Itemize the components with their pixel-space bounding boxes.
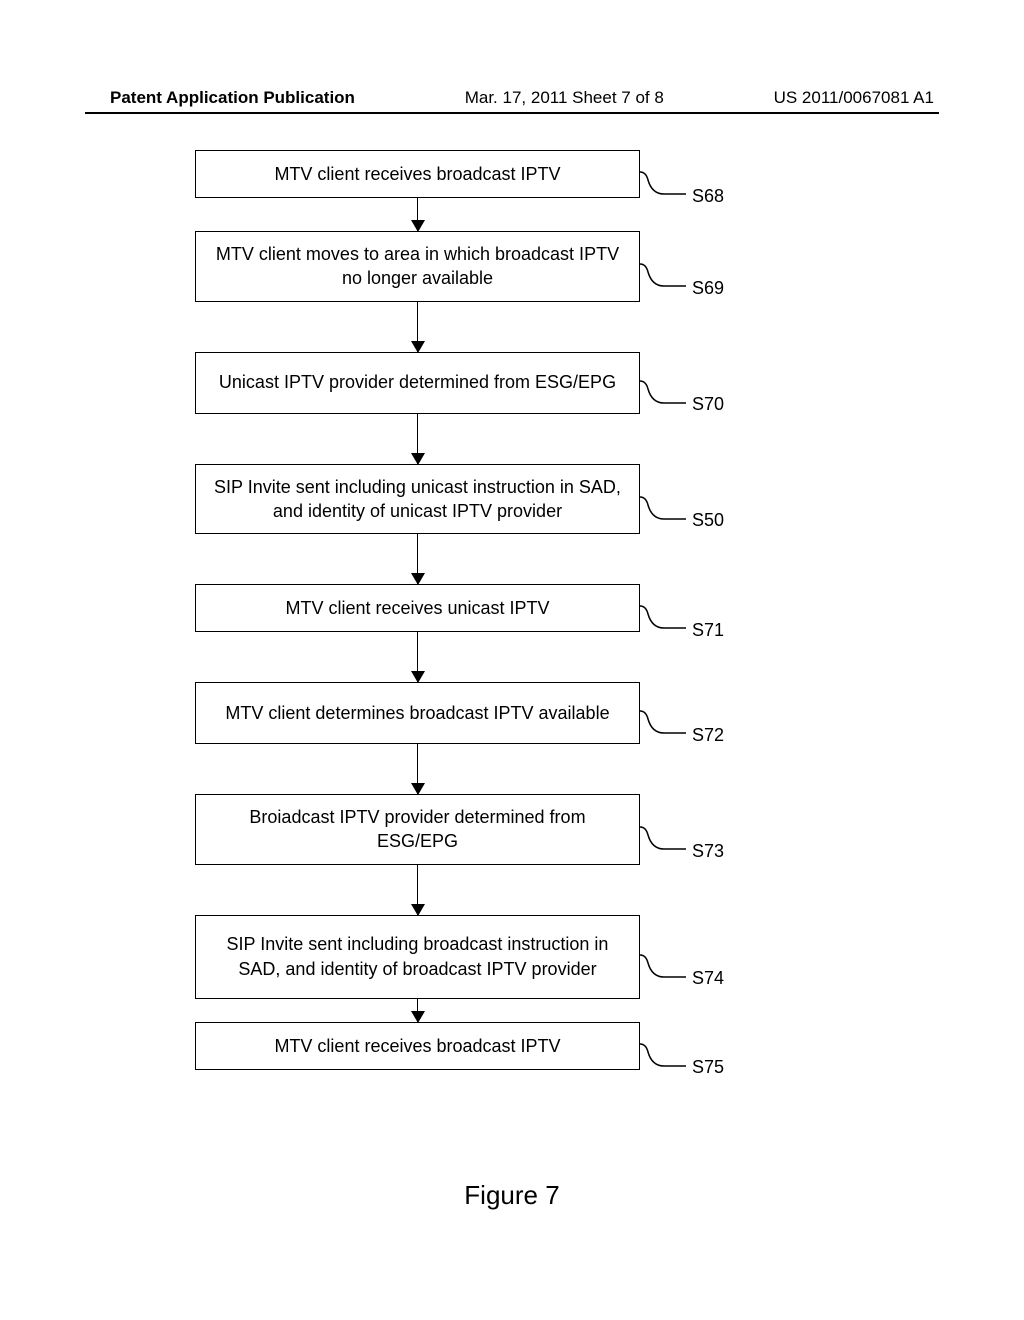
- flowchart-step: MTV client moves to area in which broadc…: [195, 231, 640, 302]
- step-label-text: S72: [692, 725, 724, 746]
- flowchart-arrow: [417, 534, 419, 584]
- callout-connector-icon: [640, 262, 688, 294]
- callout-connector-icon: [640, 495, 688, 527]
- header-left-text: Patent Application Publication: [110, 88, 355, 108]
- step-label-text: S50: [692, 510, 724, 531]
- callout-connector-icon: [640, 825, 688, 857]
- flowchart-step: MTV client receives broadcast IPTVS75: [195, 1022, 640, 1070]
- step-label-callout: S68: [640, 170, 724, 202]
- flowchart-step: MTV client receives broadcast IPTVS68: [195, 150, 640, 198]
- flowchart-arrow: [417, 999, 419, 1022]
- flowchart-arrow: [417, 632, 419, 682]
- step-label-callout: S74: [640, 953, 724, 985]
- step-label-callout: S72: [640, 709, 724, 741]
- step-label-text: S70: [692, 394, 724, 415]
- flowchart-box: MTV client receives broadcast IPTV: [195, 1022, 640, 1070]
- flowchart-arrow: [417, 302, 419, 352]
- flowchart-step: MTV client determines broadcast IPTV ava…: [195, 682, 640, 744]
- step-label-text: S73: [692, 841, 724, 862]
- flowchart-box: MTV client moves to area in which broadc…: [195, 231, 640, 302]
- flowchart-step: Unicast IPTV provider determined from ES…: [195, 352, 640, 414]
- flowchart-box: SIP Invite sent including unicast instru…: [195, 464, 640, 535]
- flowchart-box: MTV client receives broadcast IPTV: [195, 150, 640, 198]
- flowchart-step: MTV client receives unicast IPTVS71: [195, 584, 640, 632]
- callout-connector-icon: [640, 604, 688, 636]
- flowchart-arrow: [417, 865, 419, 915]
- step-label-callout: S75: [640, 1042, 724, 1074]
- flowchart-arrow: [417, 414, 419, 464]
- callout-connector-icon: [640, 953, 688, 985]
- header-center-text: Mar. 17, 2011 Sheet 7 of 8: [465, 88, 664, 108]
- callout-connector-icon: [640, 379, 688, 411]
- header-right-text: US 2011/0067081 A1: [774, 88, 934, 108]
- flowchart-box: MTV client receives unicast IPTV: [195, 584, 640, 632]
- step-label-text: S71: [692, 620, 724, 641]
- step-label-callout: S50: [640, 495, 724, 527]
- flowchart-box: Unicast IPTV provider determined from ES…: [195, 352, 640, 414]
- flowchart-step: SIP Invite sent including unicast instru…: [195, 464, 640, 535]
- flowchart-box: MTV client determines broadcast IPTV ava…: [195, 682, 640, 744]
- step-label-text: S74: [692, 968, 724, 989]
- flowchart-arrow: [417, 198, 419, 231]
- step-label-callout: S71: [640, 604, 724, 636]
- callout-connector-icon: [640, 1042, 688, 1074]
- flowchart-arrow: [417, 744, 419, 794]
- step-label-text: S69: [692, 278, 724, 299]
- callout-connector-icon: [640, 709, 688, 741]
- flowchart-step: SIP Invite sent including broadcast inst…: [195, 915, 640, 999]
- flowchart-step: Broiadcast IPTV provider determined from…: [195, 794, 640, 865]
- page-header: Patent Application Publication Mar. 17, …: [0, 88, 1024, 108]
- step-label-callout: S70: [640, 379, 724, 411]
- header-divider: [85, 112, 939, 114]
- flowchart-box: Broiadcast IPTV provider determined from…: [195, 794, 640, 865]
- flowchart-box: SIP Invite sent including broadcast inst…: [195, 915, 640, 999]
- step-label-text: S75: [692, 1057, 724, 1078]
- step-label-callout: S69: [640, 262, 724, 294]
- callout-connector-icon: [640, 170, 688, 202]
- flowchart-container: MTV client receives broadcast IPTVS68MTV…: [195, 150, 640, 1070]
- figure-caption: Figure 7: [0, 1180, 1024, 1211]
- step-label-text: S68: [692, 186, 724, 207]
- step-label-callout: S73: [640, 825, 724, 857]
